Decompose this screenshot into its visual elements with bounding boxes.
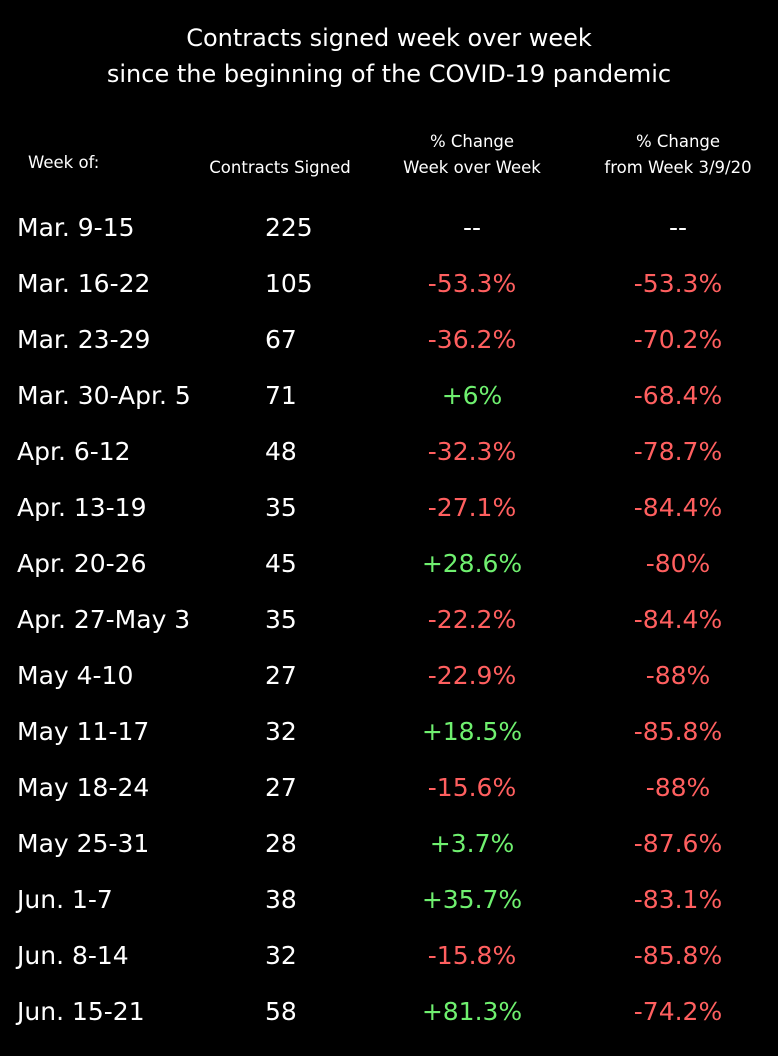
contracts-cell: 105 xyxy=(265,269,313,298)
baseline-change-cell: -85.8% xyxy=(633,717,723,746)
week-cell: May 18-24 xyxy=(17,773,150,802)
contracts-cell: 71 xyxy=(265,381,297,410)
table-row: Apr. 13-19 35 -27.1% -84.4% xyxy=(0,480,778,536)
table-row: Apr. 20-26 45 +28.6% -80% xyxy=(0,536,778,592)
contracts-cell: 48 xyxy=(265,437,297,466)
wow-change-cell: -15.8% xyxy=(427,941,517,970)
header-base-line-1: % Change xyxy=(635,132,721,151)
wow-change-cell: +35.7% xyxy=(421,885,523,914)
wow-change-cell: -- xyxy=(462,213,482,242)
contracts-cell: 225 xyxy=(265,213,313,242)
contracts-cell: 45 xyxy=(265,549,297,578)
baseline-change-cell: -88% xyxy=(645,661,711,690)
table-row: May 18-24 27 -15.6% -88% xyxy=(0,760,778,816)
table-row: Jun. 15-21 58 +81.3% -74.2% xyxy=(0,984,778,1040)
contracts-cell: 67 xyxy=(265,325,297,354)
contracts-cell: 38 xyxy=(265,885,297,914)
baseline-change-cell: -84.4% xyxy=(633,493,723,522)
contracts-cell: 35 xyxy=(265,605,297,634)
table-row: Jun. 8-14 32 -15.8% -85.8% xyxy=(0,928,778,984)
week-cell: May 4-10 xyxy=(17,661,134,690)
week-cell: Mar. 9-15 xyxy=(17,213,135,242)
week-cell: May 25-31 xyxy=(17,829,150,858)
wow-change-cell: -22.2% xyxy=(427,605,517,634)
week-cell: Mar. 30-Apr. 5 xyxy=(17,381,191,410)
header-base-line-2: from Week 3/9/20 xyxy=(604,158,752,177)
header-contracts-signed: Contracts Signed xyxy=(209,158,351,177)
table-row: Mar. 16-22 105 -53.3% -53.3% xyxy=(0,256,778,312)
week-cell: Apr. 27-May 3 xyxy=(17,605,191,634)
table-row: Apr. 6-12 48 -32.3% -78.7% xyxy=(0,424,778,480)
header-wow-line-2: Week over Week xyxy=(403,158,541,177)
contracts-cell: 58 xyxy=(265,997,297,1026)
wow-change-cell: -15.6% xyxy=(427,773,517,802)
table-row: Apr. 27-May 3 35 -22.2% -84.4% xyxy=(0,592,778,648)
table-row: Jun. 1-7 38 +35.7% -83.1% xyxy=(0,872,778,928)
baseline-change-cell: -87.6% xyxy=(633,829,723,858)
baseline-change-cell: -83.1% xyxy=(633,885,723,914)
contracts-cell: 28 xyxy=(265,829,297,858)
wow-change-cell: -22.9% xyxy=(427,661,517,690)
wow-change-cell: +28.6% xyxy=(421,549,523,578)
wow-change-cell: +18.5% xyxy=(421,717,523,746)
header-week-of: Week of: xyxy=(28,153,100,172)
table-row: May 11-17 32 +18.5% -85.8% xyxy=(0,704,778,760)
contracts-cell: 32 xyxy=(265,941,297,970)
wow-change-cell: +6% xyxy=(441,381,503,410)
header-wow-line-1: % Change xyxy=(429,132,515,151)
week-cell: Apr. 13-19 xyxy=(17,493,147,522)
table-row: Mar. 23-29 67 -36.2% -70.2% xyxy=(0,312,778,368)
table-row: May 25-31 28 +3.7% -87.6% xyxy=(0,816,778,872)
baseline-change-cell: -70.2% xyxy=(633,325,723,354)
wow-change-cell: -53.3% xyxy=(427,269,517,298)
header-change-week-over-week: % Change Week over Week xyxy=(382,129,562,181)
baseline-change-cell: -78.7% xyxy=(633,437,723,466)
week-cell: Apr. 6-12 xyxy=(17,437,131,466)
week-cell: May 11-17 xyxy=(17,717,150,746)
wow-change-cell: +81.3% xyxy=(421,997,523,1026)
wow-change-cell: -32.3% xyxy=(427,437,517,466)
baseline-change-cell: -84.4% xyxy=(633,605,723,634)
table-row: Mar. 30-Apr. 5 71 +6% -68.4% xyxy=(0,368,778,424)
header-change-from-baseline: % Change from Week 3/9/20 xyxy=(578,129,778,181)
baseline-change-cell: -68.4% xyxy=(633,381,723,410)
wow-change-cell: +3.7% xyxy=(429,829,515,858)
contracts-cell: 27 xyxy=(265,773,297,802)
week-cell: Mar. 23-29 xyxy=(17,325,151,354)
chart-title-line-1: Contracts signed week over week xyxy=(186,24,592,52)
table-row: Mar. 9-15 225 -- -- xyxy=(0,200,778,256)
baseline-change-cell: -85.8% xyxy=(633,941,723,970)
week-cell: Jun. 15-21 xyxy=(17,997,145,1026)
week-cell: Apr. 20-26 xyxy=(17,549,147,578)
contracts-cell: 35 xyxy=(265,493,297,522)
baseline-change-cell: -- xyxy=(668,213,688,242)
week-cell: Jun. 8-14 xyxy=(17,941,129,970)
week-cell: Jun. 1-7 xyxy=(17,885,113,914)
wow-change-cell: -27.1% xyxy=(427,493,517,522)
baseline-change-cell: -80% xyxy=(645,549,711,578)
wow-change-cell: -36.2% xyxy=(427,325,517,354)
contracts-cell: 27 xyxy=(265,661,297,690)
chart-title-line-2: since the beginning of the COVID-19 pand… xyxy=(106,60,672,88)
baseline-change-cell: -88% xyxy=(645,773,711,802)
table-row: May 4-10 27 -22.9% -88% xyxy=(0,648,778,704)
baseline-change-cell: -53.3% xyxy=(633,269,723,298)
week-cell: Mar. 16-22 xyxy=(17,269,151,298)
contracts-cell: 32 xyxy=(265,717,297,746)
baseline-change-cell: -74.2% xyxy=(633,997,723,1026)
